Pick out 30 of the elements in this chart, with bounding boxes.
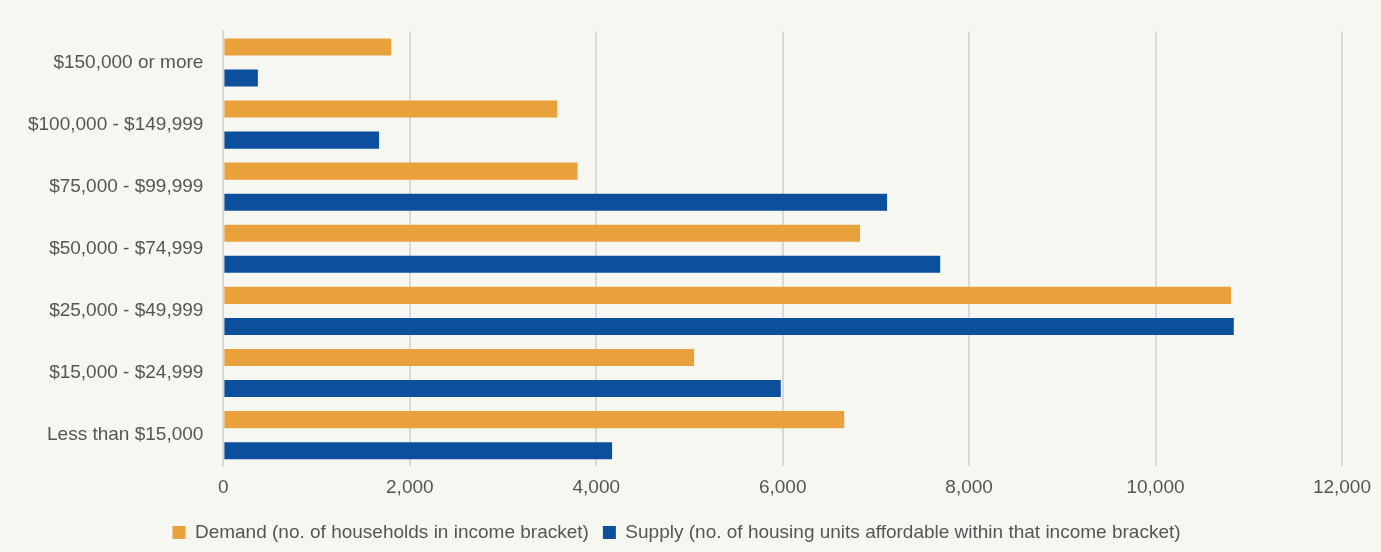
y-tick-label: $50,000 - $74,999 bbox=[49, 237, 204, 259]
bar bbox=[224, 38, 392, 56]
y-tick-label: $100,000 - $149,999 bbox=[27, 112, 204, 134]
legend-label: Demand (no. of households in income bracket) bbox=[194, 520, 589, 542]
x-tick-label: 6,000 bbox=[758, 475, 807, 497]
x-tick-label: 8,000 bbox=[945, 475, 993, 497]
bar bbox=[224, 255, 941, 273]
bar bbox=[224, 69, 258, 87]
y-tick-label: $15,000 - $24,999 bbox=[49, 361, 204, 383]
bar bbox=[224, 380, 781, 398]
y-tick-label: $150,000 or more bbox=[53, 50, 204, 72]
bar bbox=[224, 348, 695, 367]
bar bbox=[224, 317, 1234, 335]
bar bbox=[224, 286, 1232, 304]
bar bbox=[224, 162, 578, 180]
bar bbox=[224, 131, 380, 149]
x-tick-label: 4,000 bbox=[572, 475, 621, 497]
y-tick-label: $75,000 - $99,999 bbox=[49, 174, 204, 196]
bar bbox=[224, 193, 888, 211]
bar bbox=[224, 442, 613, 460]
x-tick-label: 12,000 bbox=[1312, 475, 1372, 497]
x-tick-label: 2,000 bbox=[386, 475, 434, 497]
x-tick-label: 10,000 bbox=[1126, 475, 1185, 497]
bar bbox=[224, 224, 861, 242]
y-tick-label: $25,000 - $49,999 bbox=[49, 299, 204, 321]
bar bbox=[224, 411, 845, 429]
legend-label: Supply (no. of housing units affordable within that income bracket) bbox=[625, 520, 1181, 542]
y-tick-label: Less than $15,000 bbox=[47, 423, 204, 445]
bar bbox=[224, 100, 558, 118]
x-tick-label: 0 bbox=[218, 475, 229, 497]
